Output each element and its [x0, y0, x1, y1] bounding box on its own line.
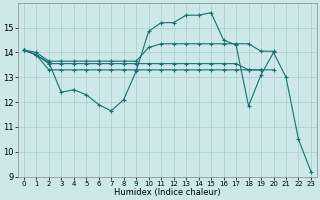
X-axis label: Humidex (Indice chaleur): Humidex (Indice chaleur) — [114, 188, 221, 197]
